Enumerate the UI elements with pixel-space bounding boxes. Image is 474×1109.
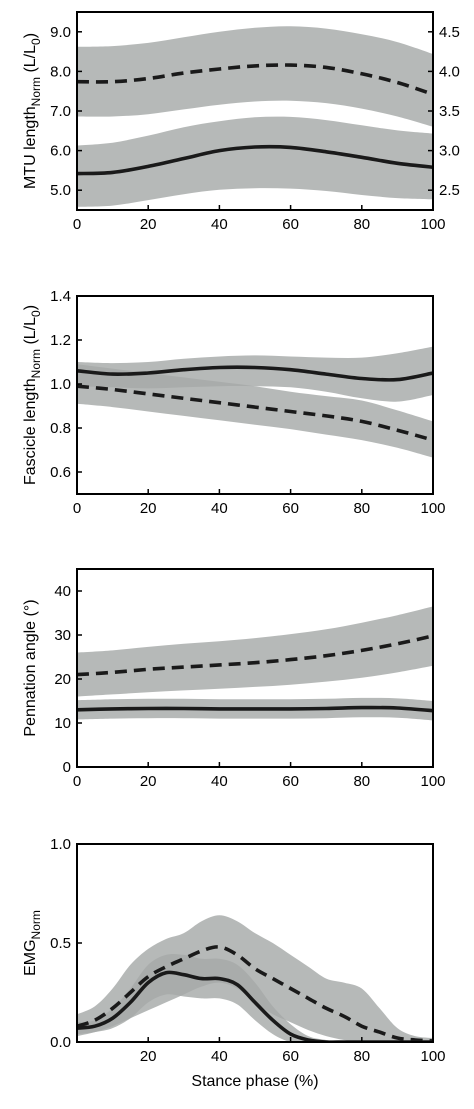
- axes-frame: [76, 568, 434, 768]
- axes-frame: [76, 295, 434, 495]
- sd-band-dashed: [77, 606, 433, 697]
- y-tick-label: 0: [63, 759, 71, 776]
- y-axis-label: Pennation angle (°): [22, 599, 39, 736]
- sd-band-solid: [77, 953, 433, 1042]
- y-tick-label: 1.0: [50, 376, 71, 393]
- panel-3: 0 20 40 60 80 100 0 10 20 30 40 Pennation angle (°): [22, 568, 446, 790]
- y-axis-label-main: MTU length: [22, 106, 39, 189]
- x-tick-label: 60: [282, 1048, 299, 1065]
- x-tick-label: 40: [211, 773, 228, 790]
- y-axis-label-unit: (L/L: [22, 45, 39, 77]
- panel-2: 0 20 40 60 80 100 0.6 0.8 1.0 1.2 1.4 Fascicle leng…: [22, 288, 446, 517]
- sd-band-dashed: [77, 26, 433, 127]
- x-tick-label: 100: [420, 773, 445, 790]
- series-line-dashed: [77, 384, 433, 442]
- x-tick-label: 80: [353, 500, 370, 517]
- x-tick-label: 0: [73, 216, 81, 233]
- panel-4: 20 40 60 80 100 0.0 0.5 1.0 EMGNorm Stance phase …: [22, 836, 446, 1090]
- y-axis-label: MTU lengthNorm (L/L0): [22, 33, 43, 189]
- x-tick-label: 100: [420, 500, 445, 517]
- x-tick-label: 40: [211, 500, 228, 517]
- y-tick-label: 1.2: [50, 332, 71, 349]
- y-tick-label: 10: [54, 715, 71, 732]
- x-tick-label: 40: [211, 1048, 228, 1065]
- x-tick-label: 0: [73, 500, 81, 517]
- y-tick-label: 1.0: [50, 836, 71, 853]
- y-axis-label-unit-close: ): [22, 33, 39, 38]
- y-right-tick-label: 4.5: [439, 24, 460, 41]
- x-tick-label: 20: [140, 1048, 157, 1065]
- x-tick-label: 40: [211, 216, 228, 233]
- y-right-tick-label: 2.5: [439, 182, 460, 199]
- y-axis-label-unit-close: ): [22, 305, 39, 310]
- y-tick-label: 0.6: [50, 464, 71, 481]
- y-tick-label: 40: [54, 583, 71, 600]
- y-tick-label: 9.0: [50, 24, 71, 41]
- y-tick-label: 5.0: [50, 182, 71, 199]
- y-axis-label-main: Fascicle length: [22, 378, 39, 485]
- y-axis-label-unit-subscript: 0: [29, 38, 43, 45]
- sd-band-dashed: [77, 915, 433, 1042]
- y-axis-label-main: Pennation angle (°): [22, 599, 39, 736]
- y-tick-label: 20: [54, 671, 71, 688]
- y-axis-label-subscript: Norm: [29, 77, 43, 106]
- data-layer: [77, 606, 433, 721]
- y-tick-label: 0.5: [50, 935, 71, 952]
- y-axis-label-unit-subscript: 0: [29, 310, 43, 317]
- y-axis-label-main: EMG: [22, 939, 39, 975]
- x-tick-label: 60: [282, 216, 299, 233]
- series-line-dashed: [77, 945, 433, 1042]
- y-tick-label: 8.0: [50, 63, 71, 80]
- data-layer: [77, 26, 433, 207]
- y-tick-label: 0.0: [50, 1034, 71, 1051]
- x-axis-label: Stance phase (%): [191, 1073, 318, 1090]
- sd-band-solid: [77, 116, 433, 207]
- y-axis-label-subscript: Norm: [29, 910, 43, 939]
- x-tick-label: 80: [353, 773, 370, 790]
- x-tick-label: 80: [353, 1048, 370, 1065]
- y-axis-label: EMGNorm: [22, 910, 43, 976]
- y-axis-label-unit: (L/L: [22, 317, 39, 349]
- y-axis-label: Fascicle lengthNorm (L/L0): [22, 305, 43, 485]
- y-tick-label: 1.4: [50, 288, 71, 305]
- x-tick-label: 100: [420, 1048, 445, 1065]
- series-line-dashed: [77, 63, 433, 97]
- series-line-dashed: [77, 634, 433, 677]
- y-tick-label: 7.0: [50, 103, 71, 120]
- data-layer: [77, 915, 433, 1042]
- y-axis-label-subscript: Norm: [29, 349, 43, 378]
- x-tick-label: 100: [420, 216, 445, 233]
- x-tick-label: 20: [140, 216, 157, 233]
- x-tick-label: 60: [282, 773, 299, 790]
- x-tick-label: 0: [73, 773, 81, 790]
- series-line-solid: [77, 970, 433, 1042]
- data-layer: [77, 346, 433, 458]
- panel-1: 0 20 40 60 80 100 5.0 6.0 7.0 8.0 9.0 2.5 3.0 3.5 4.0 4…: [22, 11, 460, 233]
- x-tick-label: 20: [140, 773, 157, 790]
- series-line-solid: [77, 144, 433, 176]
- sd-band-solid: [77, 346, 433, 402]
- y-tick-label: 6.0: [50, 143, 71, 160]
- y-right-tick-label: 3.0: [439, 143, 460, 160]
- y-right-tick-label: 4.0: [439, 63, 460, 80]
- y-tick-label: 0.8: [50, 420, 71, 437]
- x-tick-label: 80: [353, 216, 370, 233]
- x-tick-label: 60: [282, 500, 299, 517]
- y-right-tick-label: 3.5: [439, 103, 460, 120]
- series-line-solid: [77, 365, 433, 382]
- y-tick-label: 30: [54, 627, 71, 644]
- x-tick-label: 20: [140, 500, 157, 517]
- series-line-solid: [77, 705, 433, 713]
